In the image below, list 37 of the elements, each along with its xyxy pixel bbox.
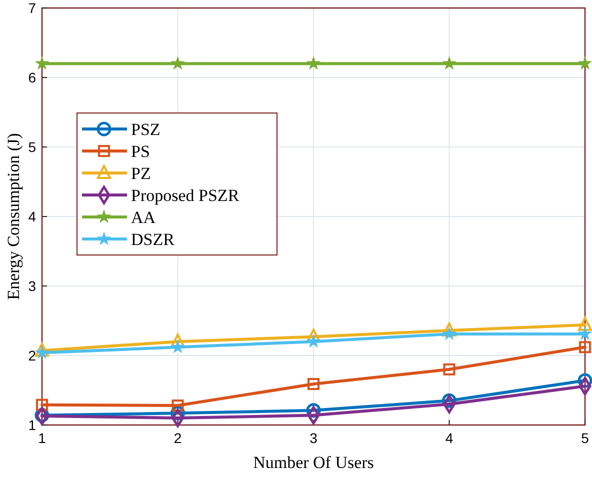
point xyxy=(307,335,320,347)
legend-label: PSZ xyxy=(131,120,160,139)
x-tick-label: 4 xyxy=(445,430,454,446)
y-tick-label: 3 xyxy=(28,278,36,294)
point xyxy=(172,400,184,412)
x-tick-label: 1 xyxy=(38,430,46,446)
y-tick-label: 6 xyxy=(28,70,36,86)
point xyxy=(36,57,48,69)
point xyxy=(578,327,592,340)
y-tick-label: 2 xyxy=(28,348,36,364)
y-tick-label: 5 xyxy=(28,139,36,155)
point xyxy=(172,57,184,69)
y-tick-label: 7 xyxy=(28,0,36,16)
point xyxy=(36,346,48,358)
y-tick-label: 4 xyxy=(28,208,36,224)
point xyxy=(307,57,320,69)
point xyxy=(443,327,456,340)
y-axis-title: Energy Consumption (J) xyxy=(4,133,23,300)
x-tick-label: 5 xyxy=(581,430,590,446)
legend-label: Proposed PSZR xyxy=(131,186,240,205)
legend-label: PZ xyxy=(131,164,151,183)
point xyxy=(443,57,456,69)
point xyxy=(579,341,591,354)
legend-label: DSZR xyxy=(131,230,176,249)
legend-label: PS xyxy=(131,142,150,161)
point xyxy=(172,340,184,352)
point xyxy=(35,342,49,357)
x-tick-label: 3 xyxy=(310,430,318,446)
point xyxy=(443,363,456,376)
x-axis-title: Number Of Users xyxy=(253,453,374,472)
legend-label: AA xyxy=(131,208,156,227)
y-tick-label: 1 xyxy=(28,417,36,433)
x-tick-label: 2 xyxy=(174,430,182,446)
point xyxy=(578,316,592,331)
point xyxy=(578,57,592,69)
point xyxy=(36,398,48,411)
point xyxy=(308,378,320,390)
